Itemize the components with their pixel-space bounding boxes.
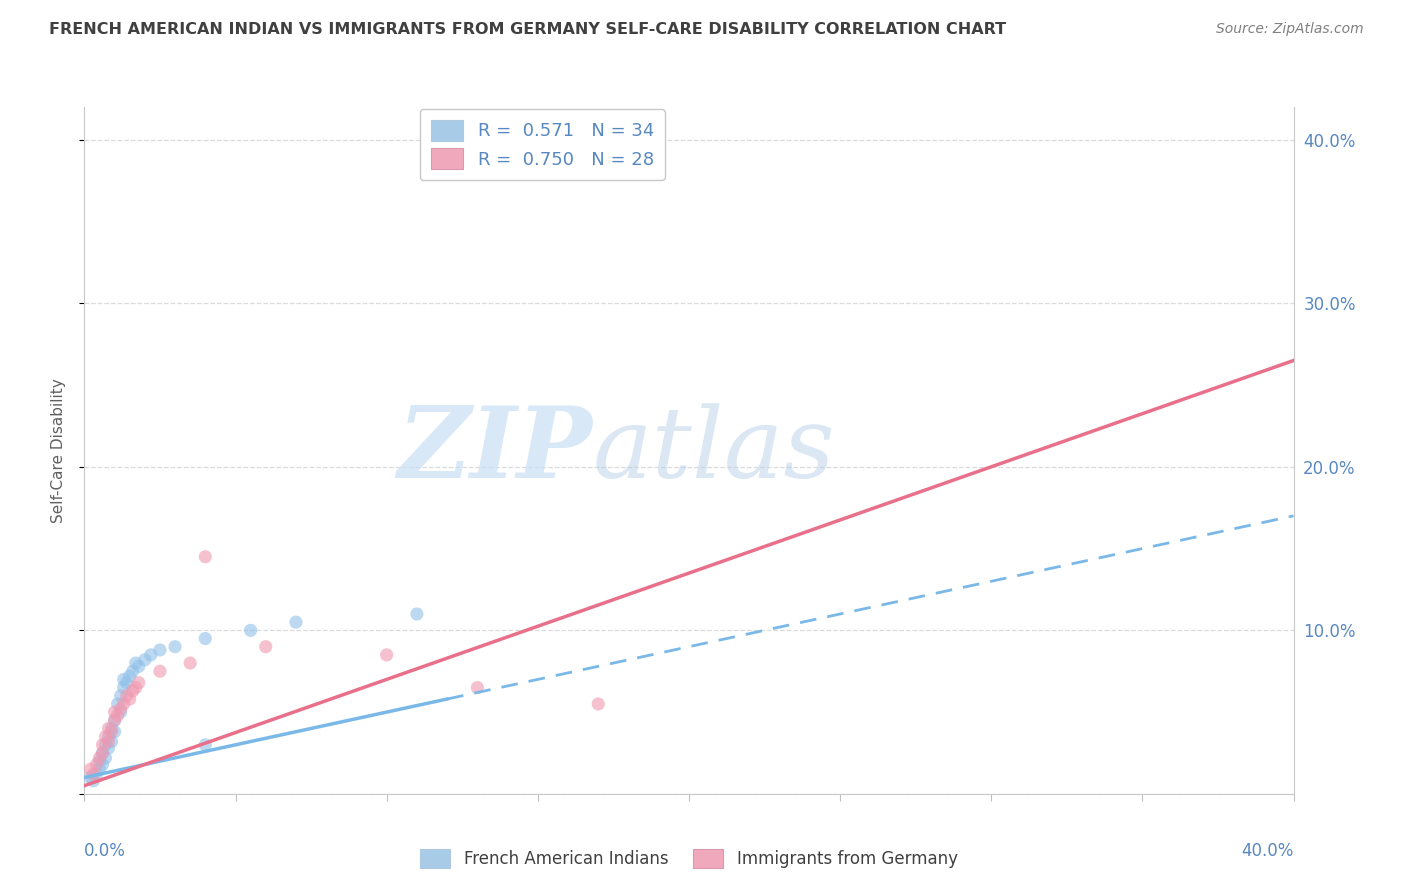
Point: [118, 669, 141, 683]
Point: [100, 722, 122, 736]
Text: FRENCH AMERICAN INDIAN VS IMMIGRANTS FROM GERMANY SELF-CARE DISABILITY CORRELATI: FRENCH AMERICAN INDIAN VS IMMIGRANTS FRO…: [49, 22, 1007, 37]
Point: [112, 697, 135, 711]
Point: [82, 767, 104, 781]
Text: 0.0%: 0.0%: [84, 842, 127, 860]
Point: [121, 664, 143, 678]
Point: [94, 730, 117, 744]
Point: [121, 683, 143, 698]
Point: [125, 681, 148, 695]
Point: [110, 689, 132, 703]
Point: [107, 697, 129, 711]
Point: [134, 653, 156, 667]
Point: [139, 648, 162, 662]
Point: [194, 549, 217, 564]
Point: [104, 724, 127, 739]
Point: [97, 734, 120, 748]
Text: ZIP: ZIP: [398, 402, 592, 499]
Point: [239, 624, 262, 638]
Point: [91, 738, 114, 752]
Point: [86, 757, 108, 772]
Point: [104, 714, 127, 728]
Point: [125, 656, 148, 670]
Point: [107, 708, 129, 723]
Text: Source: ZipAtlas.com: Source: ZipAtlas.com: [1216, 22, 1364, 37]
Point: [467, 681, 489, 695]
Point: [86, 767, 108, 781]
Point: [100, 724, 122, 739]
Point: [149, 643, 172, 657]
Point: [149, 664, 172, 678]
Point: [79, 762, 101, 776]
Point: [285, 615, 308, 630]
Point: [94, 751, 117, 765]
Point: [115, 675, 138, 690]
Point: [94, 738, 117, 752]
Point: [165, 640, 187, 654]
Point: [179, 656, 201, 670]
Point: [97, 722, 120, 736]
Point: [588, 697, 610, 711]
Point: [128, 659, 150, 673]
Point: [89, 754, 111, 768]
Point: [100, 734, 122, 748]
Point: [112, 681, 135, 695]
Point: [110, 705, 132, 719]
Point: [82, 773, 104, 788]
Point: [118, 692, 141, 706]
Point: [79, 771, 101, 785]
Point: [128, 675, 150, 690]
Point: [406, 607, 429, 621]
Text: atlas: atlas: [592, 403, 835, 498]
Point: [89, 762, 111, 776]
Point: [89, 751, 111, 765]
Point: [104, 714, 127, 728]
Point: [110, 702, 132, 716]
Point: [115, 689, 138, 703]
Point: [112, 673, 135, 687]
Point: [104, 705, 127, 719]
Y-axis label: Self-Care Disability: Self-Care Disability: [51, 378, 66, 523]
Text: 40.0%: 40.0%: [1241, 842, 1294, 860]
Point: [91, 757, 114, 772]
Point: [97, 730, 120, 744]
Point: [97, 741, 120, 756]
Point: [91, 746, 114, 760]
Point: [194, 738, 217, 752]
Point: [375, 648, 398, 662]
Legend: French American Indians, Immigrants from Germany: French American Indians, Immigrants from…: [411, 839, 967, 879]
Point: [194, 632, 217, 646]
Point: [91, 746, 114, 760]
Point: [254, 640, 277, 654]
